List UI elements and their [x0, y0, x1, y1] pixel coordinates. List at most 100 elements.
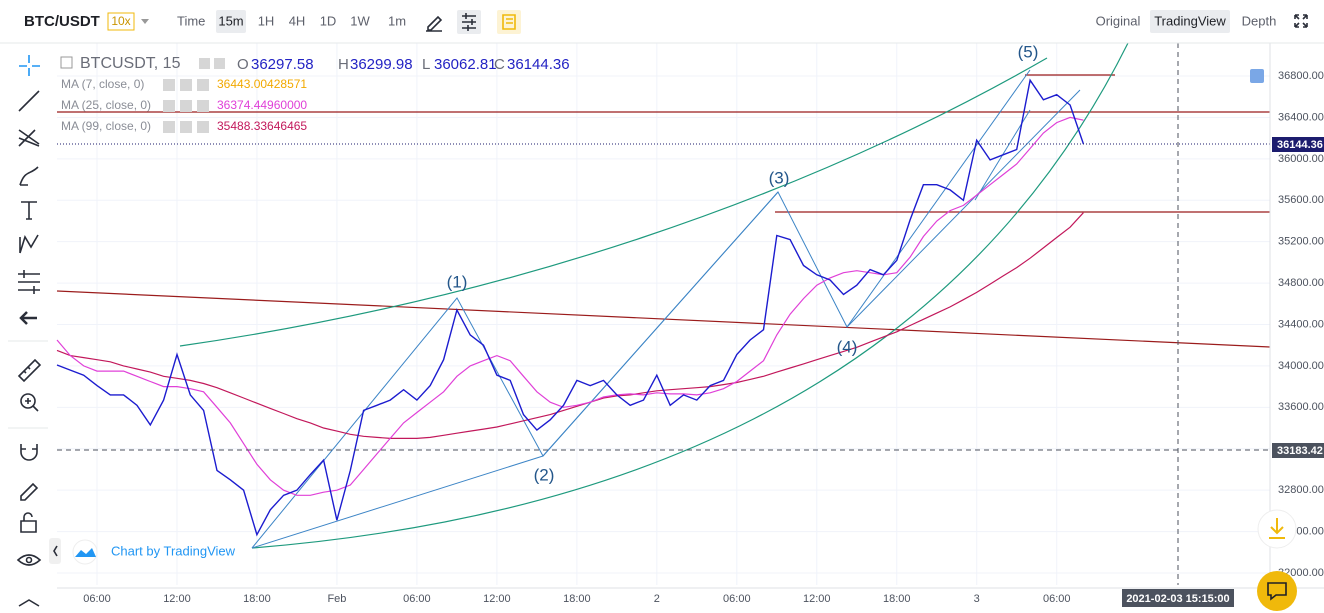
- dropdown[interactable]: [141, 19, 149, 24]
- chat-button[interactable]: [1257, 571, 1297, 611]
- interval[interactable]: 4H: [289, 13, 306, 28]
- wave-label: (2): [534, 465, 555, 484]
- x-tick-label: 06:00: [83, 593, 111, 605]
- wave-label: (1): [447, 272, 468, 291]
- x-tick-label: 12:00: [803, 593, 831, 605]
- watermark-text[interactable]: Chart by TradingView: [111, 543, 236, 558]
- lock-tool[interactable]: [20, 512, 37, 533]
- interval[interactable]: 1W: [350, 13, 370, 28]
- fullscreen[interactable]: [1294, 14, 1308, 28]
- view-tab[interactable]: Original: [1096, 13, 1141, 28]
- y-tick-label: 33600.00: [1278, 401, 1324, 413]
- ma-name: MA (7, close, 0): [61, 77, 144, 91]
- x-tick-label: 12:00: [483, 593, 511, 605]
- symbol[interactable]: BTC/USDT: [24, 13, 100, 30]
- ohlc-label: L: [422, 56, 430, 73]
- magnet-tool[interactable]: [20, 444, 38, 461]
- interval[interactable]: 15m: [218, 13, 243, 28]
- draw-icon[interactable]: [426, 15, 443, 32]
- channel: [542, 191, 779, 457]
- more-tool[interactable]: [18, 599, 40, 607]
- crosshair-price-tag: [1272, 443, 1324, 458]
- y-tick-label: 35200.00: [1278, 236, 1324, 248]
- ma-value: 36443.00428571: [217, 77, 307, 91]
- ma-icon[interactable]: [180, 100, 192, 112]
- y-tick-label: 36800.00: [1278, 70, 1324, 82]
- x-tick-label: Feb: [327, 593, 346, 605]
- x-tick-label: 06:00: [1043, 593, 1071, 605]
- series-line: [56, 78, 1085, 537]
- crosshair-price: 33183.42: [1277, 445, 1323, 457]
- interval[interactable]: 1D: [320, 13, 337, 28]
- ma-icon[interactable]: [163, 121, 175, 133]
- channel: [846, 89, 1081, 328]
- ma-value: 36374.44960000: [217, 98, 307, 112]
- collapse-button[interactable]: [49, 538, 61, 564]
- series-line: [56, 212, 1084, 439]
- interval[interactable]: 1H: [258, 13, 275, 28]
- ohlc-value: 36144.36: [507, 56, 570, 73]
- ma-icon[interactable]: [163, 100, 175, 112]
- crosshair-tool[interactable]: [19, 55, 40, 76]
- leverage-box: [107, 12, 135, 31]
- arc: [179, 57, 1048, 347]
- y-tick-label: 32800.00: [1278, 484, 1324, 496]
- series-line: [56, 116, 1084, 496]
- price-tag: [1272, 137, 1324, 152]
- wave-labels: (1) (2) (3) (4) (5): [447, 42, 1039, 484]
- wave-label: (3): [769, 168, 790, 187]
- view-tab[interactable]: Depth: [1242, 13, 1277, 28]
- x-tick-label: 18:00: [883, 593, 911, 605]
- ma-icon[interactable]: [197, 79, 209, 91]
- ohlc-value: 36299.98: [350, 56, 413, 73]
- x-tick-label: 2: [654, 593, 660, 605]
- view-tab[interactable]: TradingView: [1154, 13, 1226, 28]
- text-tool[interactable]: [21, 201, 37, 220]
- ma-icon[interactable]: [180, 79, 192, 91]
- watermark[interactable]: Chart by TradingView: [72, 539, 236, 565]
- price-axis: [1270, 43, 1324, 588]
- eye-tool[interactable]: [16, 554, 42, 566]
- sheet-button[interactable]: [497, 10, 521, 34]
- icon[interactable]: [199, 58, 210, 69]
- brush-tool[interactable]: [19, 166, 39, 186]
- scale-button[interactable]: [1250, 69, 1264, 83]
- wave-label: (4): [837, 337, 858, 356]
- icon[interactable]: [214, 58, 225, 69]
- drawings: [56, 42, 1271, 549]
- arc: [251, 42, 1129, 549]
- price-tag-label: 36144.36: [1277, 139, 1323, 151]
- back-tool[interactable]: [19, 311, 37, 325]
- download-icon: [1269, 518, 1285, 539]
- x-tick-label: 3: [974, 593, 980, 605]
- x-tick-label: 18:00: [243, 593, 271, 605]
- chat-icon: [1267, 582, 1287, 601]
- y-axis: 32000.0032400.0032800.0033200.0033600.00…: [1278, 70, 1324, 579]
- ma-value: 35488.33646465: [217, 119, 307, 133]
- ma-icon[interactable]: [197, 100, 209, 112]
- measure-tool[interactable]: [18, 270, 40, 294]
- interval-active: [216, 10, 246, 33]
- line-tool[interactable]: [18, 90, 40, 112]
- fib-tool[interactable]: [18, 129, 40, 147]
- x-tick-label: 06:00: [723, 593, 751, 605]
- y-tick-label: 34400.00: [1278, 318, 1324, 330]
- ohlc-label: H: [338, 56, 349, 73]
- collapse-icon[interactable]: [60, 56, 73, 69]
- grid: [57, 43, 1270, 585]
- zoom-tool[interactable]: [20, 393, 36, 409]
- leverage[interactable]: 10x: [111, 14, 130, 28]
- lock-draw-tool[interactable]: [20, 482, 39, 501]
- logo-mark: [75, 548, 96, 557]
- pattern-tool[interactable]: [19, 234, 39, 254]
- ma-icon[interactable]: [197, 121, 209, 133]
- tools: [16, 55, 42, 607]
- ma-icon[interactable]: [180, 121, 192, 133]
- interval[interactable]: 1m: [388, 13, 406, 28]
- y-tick-label: 36400.00: [1278, 111, 1324, 123]
- y-tick-label: 36000.00: [1278, 153, 1324, 165]
- ma-icon[interactable]: [163, 79, 175, 91]
- y-tick-label: 34000.00: [1278, 360, 1324, 372]
- ruler-tool[interactable]: [17, 358, 42, 383]
